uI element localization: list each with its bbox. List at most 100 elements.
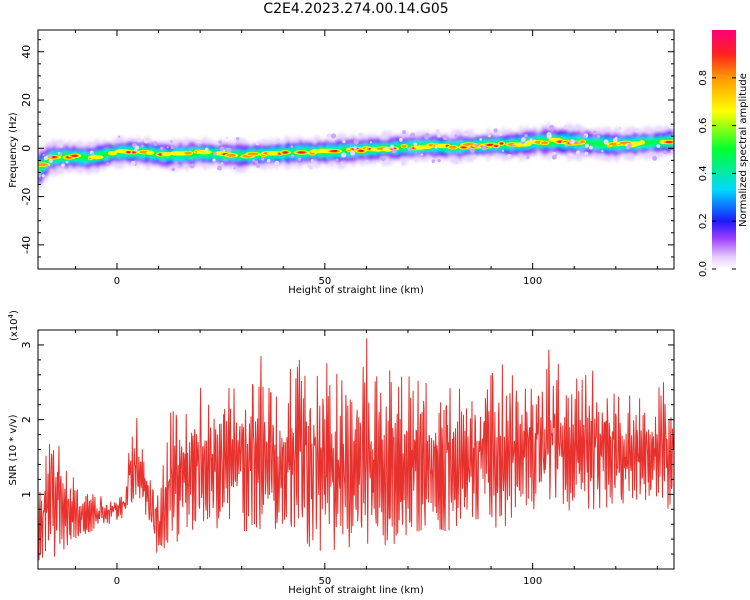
peak-core — [461, 146, 467, 149]
speckle — [434, 146, 438, 149]
speckle — [261, 157, 265, 161]
speckle — [391, 148, 397, 154]
speckle — [365, 160, 369, 164]
speckle — [330, 133, 336, 139]
speckle — [350, 150, 356, 156]
speckle — [664, 125, 669, 130]
snr-x-label: Height of straight line (km) — [288, 585, 424, 596]
peak-core — [297, 151, 306, 154]
spectrogram-data — [38, 120, 674, 194]
speckle — [552, 151, 556, 156]
speckle — [235, 154, 238, 157]
spectrogram-y-ticks: -40 -20 0 20 40 — [20, 39, 674, 270]
speckle — [141, 144, 144, 147]
y-tick-label: -40 — [20, 236, 33, 254]
speckle — [663, 150, 667, 155]
speckle — [551, 154, 557, 160]
colorbar-ticks: 0.0 0.2 0.4 0.6 0.8 — [698, 70, 736, 277]
speckle — [455, 161, 458, 165]
speckle — [137, 137, 142, 142]
speckle — [297, 157, 302, 161]
peak-core — [358, 149, 364, 152]
speckle — [577, 141, 580, 145]
peak-mid — [226, 153, 237, 157]
snr-x-ticks: 0 50 100 — [74, 330, 658, 587]
speckle — [369, 141, 373, 144]
peak-core — [126, 151, 131, 154]
speckle — [65, 160, 69, 164]
spectrogram-panel: 0 50 100 -40 -20 0 20 40 Height of straight li… — [8, 29, 675, 296]
y-tick-label: 1 — [20, 491, 33, 498]
speckle — [233, 167, 236, 170]
peak-mid — [38, 163, 48, 167]
speckle — [255, 163, 261, 168]
speckle — [618, 126, 622, 131]
speckle — [235, 137, 240, 141]
peak-mid — [541, 141, 549, 145]
speckle — [634, 127, 639, 133]
spectrogram-frame — [37, 29, 675, 270]
snr-y-ticks: 1 2 3 — [20, 341, 674, 555]
speckle — [214, 162, 217, 165]
x-tick-label: 0 — [114, 576, 120, 587]
speckle — [61, 163, 65, 168]
peak-core — [71, 154, 78, 157]
speckle — [143, 138, 149, 144]
speckle — [105, 162, 110, 166]
speckle — [555, 153, 558, 156]
speckle — [277, 138, 280, 141]
colorbar-tick-label: 0.2 — [698, 213, 709, 229]
speckle — [153, 141, 158, 146]
speckle — [213, 152, 217, 156]
speckle — [549, 125, 555, 131]
speckle — [409, 132, 416, 138]
colorbar-tick-label: 0.6 — [698, 118, 709, 134]
speckle — [353, 146, 357, 150]
peak-mid — [184, 151, 192, 155]
x-tick-label: 50 — [318, 576, 331, 587]
speckle — [407, 146, 413, 152]
speckle — [42, 153, 45, 157]
speckle — [501, 149, 505, 152]
speckle — [431, 159, 436, 163]
speckle — [290, 154, 295, 158]
speckle — [668, 153, 672, 156]
speckle — [413, 142, 418, 147]
spectral-ridge — [38, 120, 674, 194]
speckle — [266, 158, 271, 163]
speckle — [252, 158, 256, 162]
spectrogram-y-label: Frequency (Hz) — [8, 112, 19, 188]
peak-core — [282, 151, 288, 154]
speckle — [474, 143, 478, 148]
speckle — [468, 147, 471, 150]
colorbar-gradient — [712, 30, 736, 269]
speckle — [43, 156, 48, 161]
speckle — [353, 139, 359, 145]
peak-mid — [401, 144, 407, 148]
x-tick-label: 50 — [318, 276, 331, 287]
speckle — [226, 147, 232, 153]
speckle — [254, 160, 259, 164]
speckle — [307, 164, 312, 169]
speckle — [358, 132, 363, 137]
x-tick-label: 100 — [523, 276, 542, 287]
speckle — [256, 142, 259, 146]
speckle — [174, 161, 178, 165]
speckle — [310, 159, 314, 162]
speckle — [170, 140, 173, 143]
speckle — [342, 140, 346, 144]
speckle — [583, 135, 587, 139]
speckle — [568, 153, 574, 159]
y-tick-label: 3 — [20, 341, 33, 348]
speckle — [290, 145, 294, 148]
colorbar-tick-label: 0.8 — [698, 70, 709, 86]
peak-mid — [448, 145, 457, 149]
speckle — [521, 137, 526, 142]
speckle — [613, 137, 618, 143]
speckle — [380, 156, 386, 162]
speckle — [584, 143, 590, 148]
speckle — [670, 150, 673, 153]
colorbar-tick-label: 0.4 — [698, 165, 709, 181]
speckle — [117, 135, 121, 138]
